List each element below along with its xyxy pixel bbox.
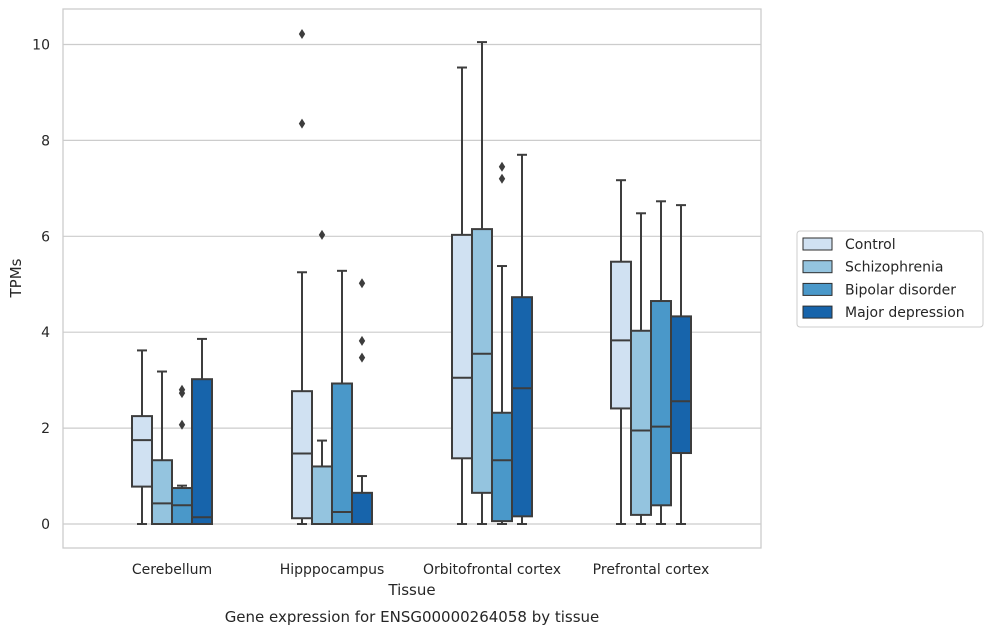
y-tick-label: 8 (41, 133, 50, 149)
box-body (610, 260, 632, 410)
y-tick-label: 10 (32, 38, 50, 54)
box-1-2 (331, 269, 353, 525)
box-body (511, 296, 533, 518)
y-tick-label: 6 (41, 229, 50, 245)
box-body (471, 228, 493, 494)
box-body (191, 378, 213, 526)
legend-frame (796, 230, 984, 328)
y-tick-label: 0 (41, 517, 50, 533)
box-3-0 (610, 179, 632, 525)
box-3-1 (630, 212, 652, 525)
box-body (151, 459, 173, 525)
box-body (311, 465, 333, 525)
box-3-3 (670, 204, 692, 525)
outlier-point (178, 419, 186, 430)
legend-label: Major depression (845, 305, 965, 321)
x-tick-label: Prefrontal cortex (593, 562, 710, 578)
box-body (670, 315, 692, 455)
outlier-point (358, 278, 366, 289)
box-body (491, 411, 513, 523)
legend-swatch (802, 282, 833, 296)
outlier-point (178, 384, 186, 395)
box-body (131, 415, 153, 488)
outlier-point (498, 161, 506, 172)
box-body (331, 382, 353, 525)
x-tick-label: Orbitofrontal cortex (423, 562, 561, 578)
legend-label: Bipolar disorder (845, 282, 956, 298)
box-body (291, 390, 313, 520)
outlier-point (318, 229, 326, 240)
box-0-2 (171, 384, 193, 526)
x-tick-label: Cerebellum (132, 562, 212, 578)
legend-label: Schizophrenia (845, 260, 943, 276)
box-plot-area (131, 28, 692, 526)
legend-swatch (802, 260, 833, 274)
box-2-2 (491, 161, 513, 525)
outlier-point (498, 173, 506, 184)
outlier-point (298, 28, 306, 39)
y-tick-labels: 0 2 4 6 8 10 (32, 38, 50, 534)
y-axis-label: TPMs (7, 258, 25, 298)
x-tick-label: Hipppocampus (280, 562, 385, 578)
x-axis-label: Tissue (387, 581, 435, 599)
legend-swatch (802, 237, 833, 251)
box-1-3 (351, 278, 373, 525)
box-2-0 (451, 66, 473, 525)
box-0-0 (131, 349, 153, 525)
box-3-2 (650, 200, 672, 525)
legend-label: Control (845, 237, 896, 253)
chart-caption: Gene expression for ENSG00000264058 by t… (225, 608, 600, 626)
box-0-1 (151, 370, 173, 525)
plot-frame (62, 8, 762, 549)
box-1-0 (291, 28, 313, 525)
y-tick-label: 2 (41, 421, 50, 437)
box-body (351, 491, 373, 525)
y-tick-label: 4 (41, 325, 50, 341)
box-body (451, 233, 473, 460)
box-2-3 (511, 153, 533, 525)
box-1-1 (311, 229, 333, 525)
legend-swatch (802, 305, 833, 319)
box-body (650, 300, 672, 507)
outlier-point (358, 352, 366, 363)
legend: Control Schizophrenia Bipolar disorder Majo… (796, 230, 984, 328)
x-tick-labels: Cerebellum Hipppocampus Orbitofrontal cort… (132, 562, 709, 578)
outlier-point (298, 118, 306, 129)
box-0-3 (191, 337, 213, 526)
box-body (630, 329, 652, 516)
box-2-1 (471, 41, 493, 525)
outlier-point (358, 335, 366, 346)
